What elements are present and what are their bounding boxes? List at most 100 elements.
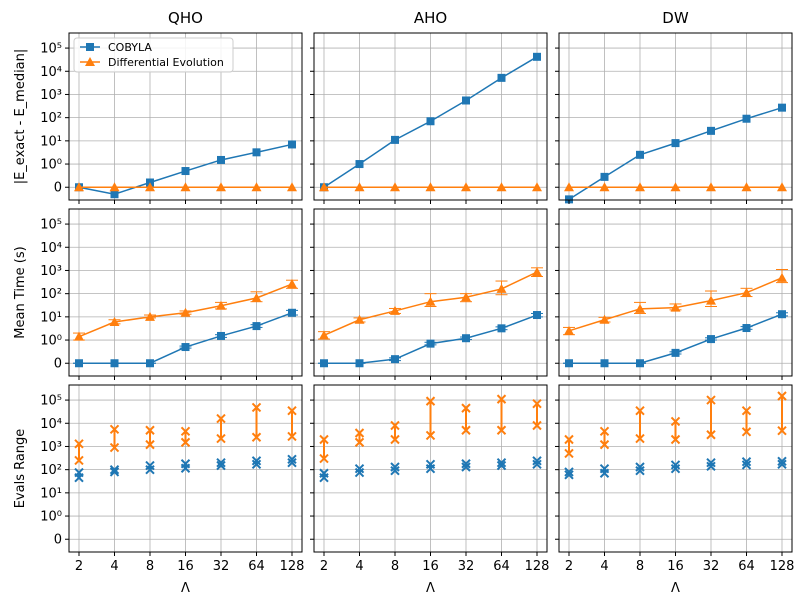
- data-point: [600, 172, 609, 181]
- range-max-marker: [287, 454, 297, 464]
- data-point: [391, 355, 399, 364]
- range-min-marker: [216, 460, 226, 471]
- data-point: [425, 182, 436, 192]
- range-max-marker: [425, 396, 436, 406]
- range-min-marker: [706, 430, 716, 440]
- range-max-marker: [216, 413, 226, 424]
- range-max-marker: [670, 416, 681, 427]
- range-min-marker: [670, 463, 681, 474]
- range-max-marker: [251, 456, 262, 466]
- range-max-marker: [390, 462, 400, 472]
- range-max-marker: [599, 463, 610, 474]
- range-max-marker: [532, 456, 542, 466]
- data-point: [461, 182, 471, 192]
- range-min-marker: [251, 459, 262, 470]
- x-tick-label: 32: [213, 559, 230, 574]
- range-min-marker: [390, 466, 400, 476]
- x-tick-label: 8: [146, 559, 154, 574]
- range-min-marker: [670, 434, 681, 445]
- range-max-marker: [74, 439, 84, 449]
- y-axis-label: |E_exact - E_median|: [13, 49, 28, 185]
- x-tick-label: 4: [110, 559, 118, 574]
- data-point: [532, 182, 542, 192]
- panel-r2-c0: 0 10⁰ 10¹ 10² 10³ 10⁴ 10⁵ 2 4 8 16 32 64 128 Λ: [40, 384, 304, 596]
- range-min-marker: [251, 432, 262, 442]
- data-point: [319, 182, 329, 192]
- panel-r0-c1: AHO: [310, 9, 548, 204]
- y-tick-label: 0: [54, 533, 62, 548]
- column-title: DW: [662, 9, 689, 27]
- x-tick-label: 8: [391, 559, 399, 574]
- range-min-marker: [319, 453, 329, 464]
- y-tick-label: 10²: [40, 111, 62, 126]
- data-point: [217, 331, 225, 340]
- y-tick-label: 10⁰: [40, 334, 62, 349]
- x-tick-label: 4: [600, 559, 608, 574]
- data-point: [599, 314, 610, 324]
- data-point: [287, 279, 297, 289]
- x-tick-label: 128: [525, 559, 550, 574]
- data-point: [706, 295, 716, 305]
- panel-r2-c2: 2 4 8 16 32 64 128 Λ: [555, 384, 794, 596]
- range-max-marker: [390, 420, 400, 431]
- data-point: [288, 308, 296, 317]
- y-tick-label: 0: [54, 357, 62, 372]
- data-point: [145, 311, 155, 321]
- range-max-marker: [741, 457, 752, 467]
- data-point: [533, 311, 541, 320]
- data-point: [75, 359, 83, 368]
- data-point: [146, 359, 154, 368]
- x-tick-label: 2: [565, 559, 573, 574]
- range-min-marker: [564, 448, 574, 459]
- legend: COBYLA Differential Evolution: [73, 37, 234, 73]
- range-min-marker: [564, 470, 574, 480]
- data-point: [110, 359, 119, 368]
- data-point: [497, 73, 506, 82]
- range-min-marker: [390, 434, 400, 445]
- range-max-marker: [532, 398, 542, 409]
- data-point: [706, 182, 716, 192]
- data-point: [635, 182, 645, 192]
- legend-box: [73, 37, 234, 73]
- range-min-marker: [145, 439, 155, 450]
- range-max-marker: [425, 459, 436, 470]
- data-point: [180, 307, 191, 317]
- range-max-marker: [145, 460, 155, 471]
- x-tick-label: 32: [703, 559, 720, 574]
- data-point: [565, 195, 573, 204]
- range-min-marker: [354, 437, 365, 448]
- x-tick-label: 64: [493, 559, 510, 574]
- range-max-marker: [319, 468, 329, 478]
- y-axis-label: Mean Time (s): [13, 246, 28, 338]
- data-point: [110, 190, 119, 199]
- range-max-marker: [564, 467, 574, 477]
- data-point: [462, 96, 470, 105]
- range-min-marker: [635, 466, 645, 476]
- range-min-marker: [777, 425, 787, 436]
- range-min-marker: [109, 442, 120, 453]
- data-point: [741, 182, 752, 192]
- column-title: AHO: [414, 9, 447, 27]
- range-max-marker: [180, 426, 191, 437]
- data-point: [778, 310, 786, 319]
- range-max-marker: [777, 391, 787, 401]
- range-max-marker: [635, 462, 645, 472]
- range-min-marker: [74, 455, 84, 466]
- data-point: [74, 331, 84, 341]
- data-point: [109, 182, 120, 192]
- legend-label: Differential Evolution: [108, 56, 224, 69]
- y-tick-label: 10⁴: [40, 65, 62, 80]
- x-tick-label: 16: [667, 559, 684, 574]
- data-point: [599, 182, 610, 192]
- data-point: [636, 150, 644, 159]
- data-point: [426, 117, 435, 126]
- x-tick-label: 16: [422, 559, 439, 574]
- range-max-marker: [496, 457, 507, 468]
- data-point: [216, 300, 226, 310]
- range-min-marker: [216, 433, 226, 444]
- range-min-marker: [532, 420, 542, 431]
- y-tick-label: 10⁰: [40, 158, 62, 173]
- range-min-marker: [180, 437, 191, 448]
- range-min-marker: [532, 459, 542, 470]
- range-max-marker: [74, 467, 84, 478]
